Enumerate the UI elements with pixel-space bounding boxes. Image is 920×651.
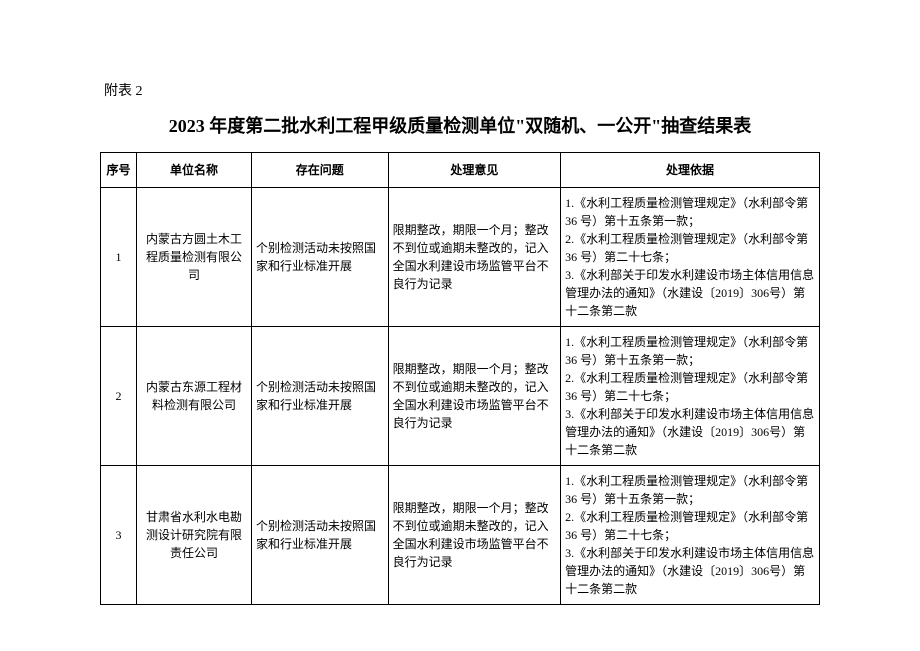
page-title: 2023 年度第二批水利工程甲级质量检测单位"双随机、一公开"抽查结果表 (100, 112, 820, 138)
table-row: 1 内蒙古方圆土木工程质量检测有限公司 个别检测活动未按照国家和行业标准开展 限… (101, 188, 820, 327)
header-seq: 序号 (101, 153, 137, 188)
cell-seq: 1 (101, 188, 137, 327)
table-header-row: 序号 单位名称 存在问题 处理意见 处理依据 (101, 153, 820, 188)
header-basis: 处理依据 (561, 153, 820, 188)
cell-basis: 1.《水利工程质量检测管理规定》（水利部令第 36 号）第十五条第一款； 2.《… (561, 188, 820, 327)
attachment-label: 附表 2 (104, 80, 820, 100)
header-name: 单位名称 (136, 153, 251, 188)
cell-problem: 个别检测活动未按照国家和行业标准开展 (251, 327, 388, 466)
cell-opinion: 限期整改，期限一个月；整改不到位或逾期未整改的，记入全国水利建设市场监管平台不良… (388, 327, 561, 466)
header-problem: 存在问题 (251, 153, 388, 188)
cell-name: 内蒙古方圆土木工程质量检测有限公司 (136, 188, 251, 327)
cell-opinion: 限期整改，期限一个月；整改不到位或逾期未整改的，记入全国水利建设市场监管平台不良… (388, 188, 561, 327)
cell-name: 甘肃省水利水电勘测设计研究院有限责任公司 (136, 466, 251, 605)
results-table: 序号 单位名称 存在问题 处理意见 处理依据 1 内蒙古方圆土木工程质量检测有限… (100, 152, 820, 605)
cell-opinion: 限期整改，期限一个月；整改不到位或逾期未整改的，记入全国水利建设市场监管平台不良… (388, 466, 561, 605)
cell-seq: 2 (101, 327, 137, 466)
cell-basis: 1.《水利工程质量检测管理规定》（水利部令第 36 号）第十五条第一款； 2.《… (561, 327, 820, 466)
table-row: 2 内蒙古东源工程材料检测有限公司 个别检测活动未按照国家和行业标准开展 限期整… (101, 327, 820, 466)
cell-name: 内蒙古东源工程材料检测有限公司 (136, 327, 251, 466)
cell-problem: 个别检测活动未按照国家和行业标准开展 (251, 466, 388, 605)
cell-seq: 3 (101, 466, 137, 605)
cell-basis: 1.《水利工程质量检测管理规定》（水利部令第 36 号）第十五条第一款； 2.《… (561, 466, 820, 605)
cell-problem: 个别检测活动未按照国家和行业标准开展 (251, 188, 388, 327)
header-opinion: 处理意见 (388, 153, 561, 188)
table-row: 3 甘肃省水利水电勘测设计研究院有限责任公司 个别检测活动未按照国家和行业标准开… (101, 466, 820, 605)
